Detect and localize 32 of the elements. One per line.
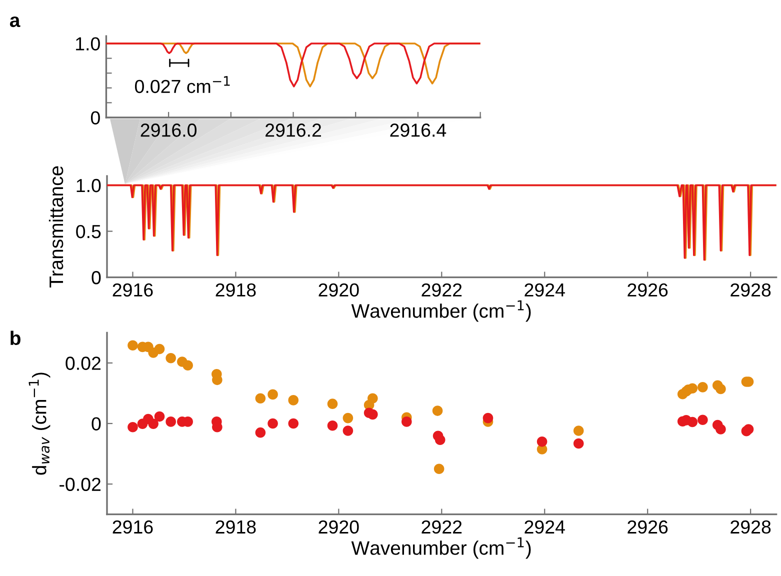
y-tick-label: 1.0 [76,178,101,192]
text: a [10,16,20,28]
x-tick-label: 2918 [216,283,256,297]
x-tick-label: 2928 [730,283,771,297]
y-tick-label: 0 [92,270,101,284]
x-tick-label: 2916.0 [140,124,197,137]
x-tick-label: 2916.2 [266,124,321,137]
x-tick-label: 2920 [318,520,359,534]
x-axis-title: Wavenumber (cm$^{−1}$) [351,537,531,559]
y-tick-label: 1.0 [76,37,100,50]
x-axis-title: Wavenumber (cm$^{−1}$) [351,300,531,322]
y-tick-label: 0 [90,111,100,124]
x-tick-label: 2926 [628,520,668,534]
x-tick-label: 2920 [318,283,359,297]
annotation: 0.027 cm$^{−1}$ [135,76,230,94]
x-tick-label: 2926 [628,283,668,297]
x-tick-label: 2924 [524,520,565,534]
y-tick-label: 0 [92,417,101,430]
x-tick-label: 2916 [112,283,153,297]
x-tick-label: 2924 [524,283,565,297]
x-tick-label: 2922 [422,283,462,297]
y-tick-label: -0.02 [60,478,101,492]
x-tick-label: 2916 [112,520,153,534]
y-tick-label: 0.5 [76,224,101,238]
y-axis-title: d$_{wav}$ (cm$^{−1}$) [28,372,50,475]
y-axis-title: Transmittance [48,166,64,288]
y-tick-label: 0.02 [66,356,101,370]
x-tick-label: 2928 [730,520,771,534]
x-tick-label: 2918 [216,520,256,534]
x-tick-label: 2916.4 [390,124,446,137]
x-tick-label: 2922 [422,520,462,534]
text: b [10,330,20,346]
